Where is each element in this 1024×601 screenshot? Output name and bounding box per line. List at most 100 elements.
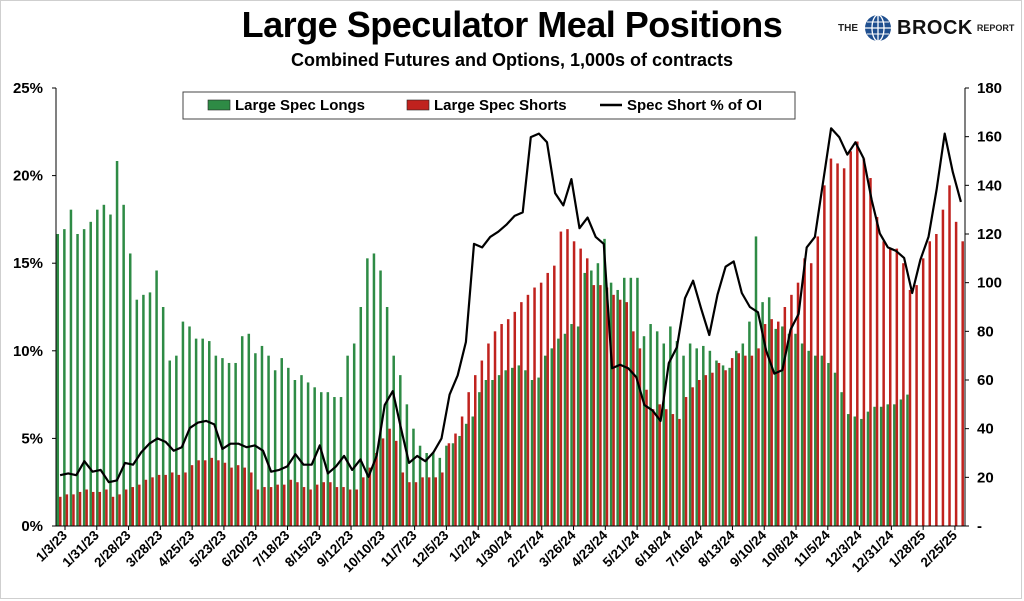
bar-shorts <box>658 404 661 526</box>
bar-shorts <box>585 258 589 526</box>
bar-shorts <box>401 472 405 526</box>
bar-longs <box>866 411 870 526</box>
bar-shorts <box>144 479 148 526</box>
bar-longs <box>636 277 639 526</box>
bar-longs <box>89 221 92 527</box>
bar-shorts <box>546 272 549 526</box>
bar-shorts <box>315 484 319 526</box>
bar-longs <box>715 360 718 526</box>
bar-shorts <box>651 409 655 526</box>
bar-shorts <box>322 482 326 526</box>
y-left-tick-label: 20% <box>13 168 43 185</box>
y-left-tick-label: 25% <box>13 80 43 97</box>
bar-shorts <box>329 482 332 526</box>
bar-longs <box>201 338 204 526</box>
bar-longs <box>609 282 613 526</box>
bar-longs <box>300 375 303 526</box>
bar-longs <box>833 372 837 526</box>
bar-shorts <box>85 489 88 526</box>
bar-longs <box>412 428 415 526</box>
bar-longs <box>352 343 356 526</box>
bar-longs <box>280 358 283 526</box>
bar-longs <box>846 414 850 526</box>
bar-longs <box>497 375 501 526</box>
y-right-tick-label: 100 <box>977 275 1002 292</box>
bar-longs <box>530 380 534 526</box>
x-tick-label: 12/5/23 <box>409 527 452 570</box>
bar-shorts <box>236 465 240 526</box>
bar-shorts <box>138 484 141 526</box>
bar-shorts <box>809 263 813 526</box>
bar-shorts <box>645 389 648 526</box>
bar-longs <box>728 367 731 526</box>
chart-subtitle: Combined Futures and Options, 1,000s of … <box>290 50 734 70</box>
bar-longs <box>96 209 99 526</box>
bar-longs <box>682 355 685 526</box>
bar-shorts <box>381 438 385 526</box>
bar-longs <box>366 258 369 526</box>
bar-longs <box>662 343 666 526</box>
bar-longs <box>306 382 310 526</box>
bar-shorts <box>559 231 563 527</box>
bar-shorts <box>941 209 945 526</box>
bar-shorts <box>526 294 530 526</box>
bar-shorts <box>302 487 306 526</box>
bar-shorts <box>783 307 787 526</box>
bar-shorts <box>230 467 233 526</box>
bar-longs <box>69 209 73 526</box>
bar-longs <box>458 435 461 526</box>
bar-longs <box>853 416 857 526</box>
bar-shorts <box>684 397 688 526</box>
bar-longs <box>240 336 244 526</box>
bar-shorts <box>282 484 286 526</box>
bar-longs <box>491 380 494 526</box>
bar-longs <box>320 392 323 526</box>
bar-shorts <box>342 487 345 526</box>
bar-longs <box>761 302 764 526</box>
bar-longs <box>175 355 178 526</box>
bar-shorts <box>348 489 352 526</box>
bar-longs <box>649 324 652 526</box>
bar-longs <box>734 350 738 526</box>
bar-longs <box>557 338 560 526</box>
bar-shorts <box>770 319 773 526</box>
bar-shorts <box>296 482 299 526</box>
bar-shorts <box>823 185 826 527</box>
bar-shorts <box>124 489 128 526</box>
bar-longs <box>438 457 442 526</box>
bar-longs <box>122 204 125 527</box>
y-right-tick-label: 180 <box>977 80 1002 97</box>
bar-longs <box>63 229 66 526</box>
bar-shorts <box>763 324 767 526</box>
bar-shorts <box>908 289 912 526</box>
bar-shorts <box>210 457 214 526</box>
bar-shorts <box>177 474 181 526</box>
bar-longs <box>346 355 349 526</box>
bar-shorts <box>197 460 200 526</box>
bar-shorts <box>895 248 899 526</box>
legend-label: Spec Short % of OI <box>627 97 762 114</box>
bar-longs <box>194 338 198 526</box>
brand-the: THE <box>838 22 858 34</box>
bar-shorts <box>842 168 846 527</box>
y-right-tick-label: 120 <box>977 226 1002 243</box>
bar-shorts <box>441 472 444 526</box>
bar-longs <box>642 336 646 526</box>
bar-shorts <box>59 496 62 526</box>
bar-longs <box>260 345 264 526</box>
bar-longs <box>273 370 277 526</box>
bar-shorts <box>717 362 721 526</box>
bar-longs <box>385 307 389 526</box>
bar-shorts <box>309 489 312 526</box>
bar-shorts <box>368 467 372 526</box>
bar-longs <box>623 277 626 526</box>
bar-shorts <box>408 482 411 526</box>
bar-shorts <box>737 353 740 526</box>
bar-shorts <box>961 241 964 527</box>
bar-shorts <box>750 355 754 526</box>
bar-longs <box>800 343 804 526</box>
bar-shorts <box>414 482 418 526</box>
bar-shorts <box>98 491 102 526</box>
bar-longs <box>860 418 863 526</box>
